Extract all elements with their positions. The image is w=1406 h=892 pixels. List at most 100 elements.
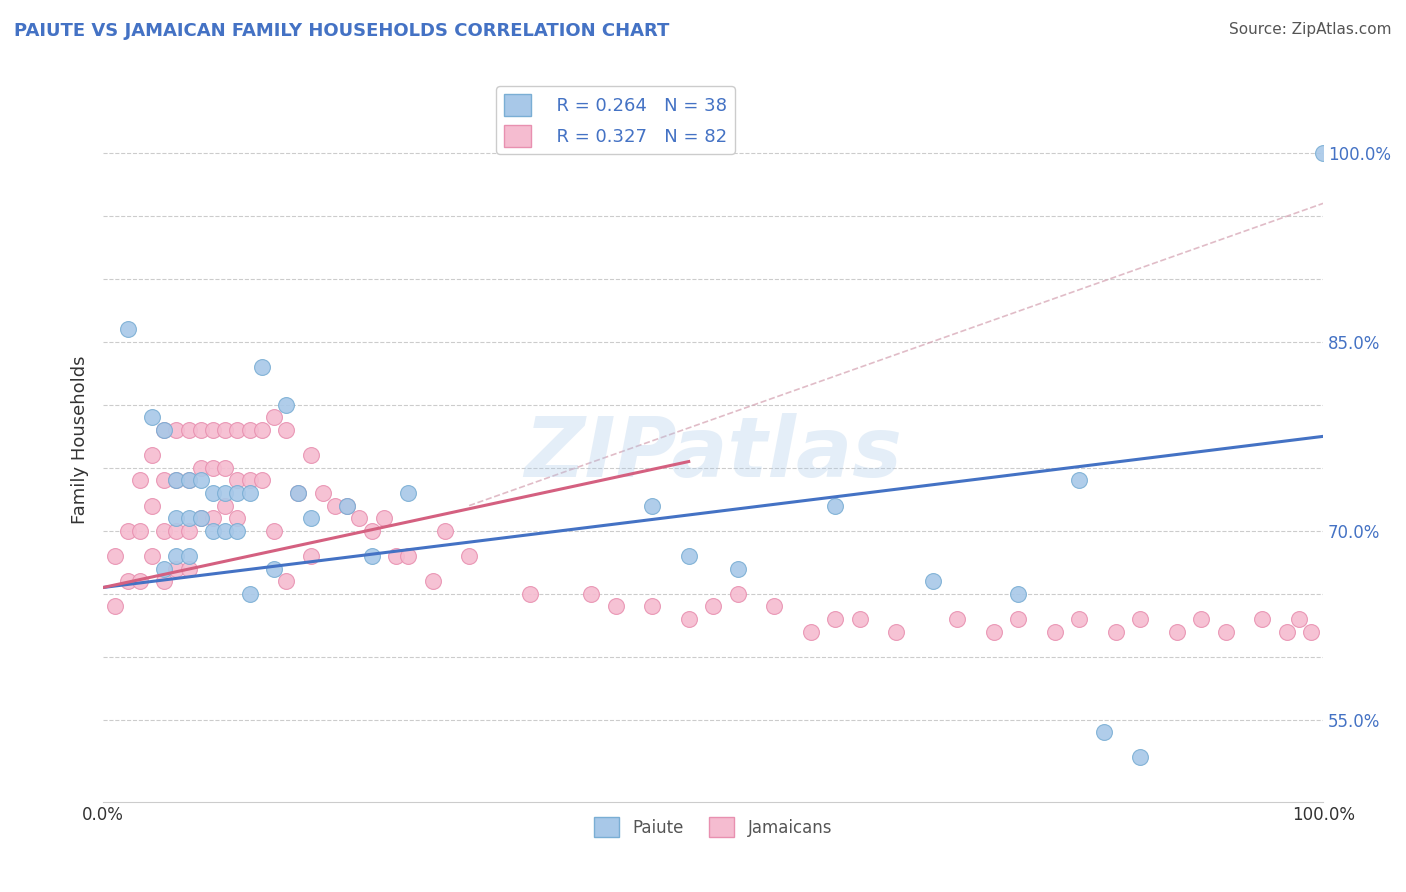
- Point: [190, 423, 212, 437]
- Point: [214, 423, 236, 437]
- Point: [1007, 587, 1029, 601]
- Point: [263, 410, 285, 425]
- Point: [1129, 612, 1152, 626]
- Point: [214, 524, 236, 538]
- Point: [226, 524, 249, 538]
- Point: [238, 474, 260, 488]
- Point: [177, 549, 200, 563]
- Point: [214, 499, 236, 513]
- Point: [678, 612, 700, 626]
- Point: [165, 524, 187, 538]
- Point: [165, 511, 187, 525]
- Point: [1166, 624, 1188, 639]
- Point: [373, 511, 395, 525]
- Point: [177, 561, 200, 575]
- Point: [141, 499, 163, 513]
- Y-axis label: Family Households: Family Households: [72, 355, 89, 524]
- Point: [128, 474, 150, 488]
- Legend: Paiute, Jamaicans: Paiute, Jamaicans: [588, 810, 838, 844]
- Point: [153, 574, 176, 589]
- Point: [1275, 624, 1298, 639]
- Point: [190, 474, 212, 488]
- Point: [153, 474, 176, 488]
- Point: [422, 574, 444, 589]
- Point: [128, 574, 150, 589]
- Point: [1105, 624, 1128, 639]
- Point: [276, 423, 298, 437]
- Point: [250, 474, 273, 488]
- Point: [153, 561, 176, 575]
- Point: [323, 499, 346, 513]
- Point: [276, 398, 298, 412]
- Point: [824, 499, 846, 513]
- Point: [678, 549, 700, 563]
- Point: [763, 599, 786, 614]
- Point: [396, 486, 419, 500]
- Point: [824, 612, 846, 626]
- Point: [141, 549, 163, 563]
- Point: [190, 460, 212, 475]
- Point: [177, 474, 200, 488]
- Point: [336, 499, 359, 513]
- Point: [433, 524, 456, 538]
- Point: [702, 599, 724, 614]
- Point: [238, 486, 260, 500]
- Point: [360, 549, 382, 563]
- Point: [177, 423, 200, 437]
- Point: [921, 574, 943, 589]
- Point: [250, 360, 273, 375]
- Point: [727, 587, 749, 601]
- Point: [983, 624, 1005, 639]
- Point: [641, 599, 664, 614]
- Point: [1189, 612, 1212, 626]
- Point: [299, 511, 322, 525]
- Point: [276, 574, 298, 589]
- Point: [165, 561, 187, 575]
- Point: [226, 423, 249, 437]
- Point: [848, 612, 870, 626]
- Point: [226, 474, 249, 488]
- Point: [727, 561, 749, 575]
- Point: [201, 511, 224, 525]
- Point: [128, 524, 150, 538]
- Point: [104, 549, 127, 563]
- Point: [238, 423, 260, 437]
- Point: [336, 499, 359, 513]
- Point: [946, 612, 969, 626]
- Point: [226, 486, 249, 500]
- Point: [201, 486, 224, 500]
- Point: [201, 524, 224, 538]
- Point: [884, 624, 907, 639]
- Point: [312, 486, 335, 500]
- Point: [201, 423, 224, 437]
- Point: [1288, 612, 1310, 626]
- Point: [226, 511, 249, 525]
- Point: [165, 474, 187, 488]
- Point: [117, 322, 139, 336]
- Point: [214, 460, 236, 475]
- Point: [1069, 474, 1091, 488]
- Text: PAIUTE VS JAMAICAN FAMILY HOUSEHOLDS CORRELATION CHART: PAIUTE VS JAMAICAN FAMILY HOUSEHOLDS COR…: [14, 22, 669, 40]
- Point: [287, 486, 309, 500]
- Point: [1312, 146, 1334, 161]
- Point: [165, 423, 187, 437]
- Point: [1299, 624, 1322, 639]
- Point: [104, 599, 127, 614]
- Point: [800, 624, 823, 639]
- Point: [153, 423, 176, 437]
- Point: [117, 524, 139, 538]
- Text: Source: ZipAtlas.com: Source: ZipAtlas.com: [1229, 22, 1392, 37]
- Point: [214, 486, 236, 500]
- Point: [396, 549, 419, 563]
- Point: [263, 561, 285, 575]
- Point: [579, 587, 602, 601]
- Point: [1007, 612, 1029, 626]
- Point: [117, 574, 139, 589]
- Point: [177, 474, 200, 488]
- Text: ZIPatlas: ZIPatlas: [524, 414, 903, 494]
- Point: [1215, 624, 1237, 639]
- Point: [605, 599, 627, 614]
- Point: [177, 524, 200, 538]
- Point: [190, 511, 212, 525]
- Point: [177, 511, 200, 525]
